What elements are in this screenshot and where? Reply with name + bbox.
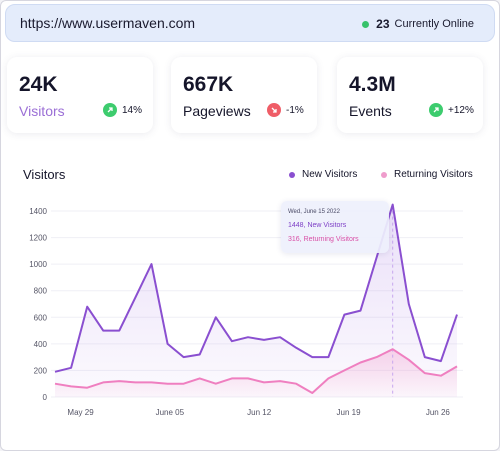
series-new-visitors-area [55, 204, 457, 397]
stat-change-value: -1% [286, 104, 304, 116]
y-tick-label: 0 [43, 393, 48, 402]
tooltip-returning-visitors: 316, Returning Visitors [288, 236, 359, 243]
stat-card-pageviews[interactable]: 667K Pageviews -1% [171, 57, 317, 133]
online-indicator: 23 Currently Online [362, 17, 474, 31]
online-label: Currently Online [394, 18, 474, 30]
y-tick-label: 1200 [29, 234, 47, 243]
visitors-line-chart[interactable]: 0 200 400 600 800 1000 1200 1400 May 29 June 05 J… [1, 191, 491, 431]
legend-label: New Visitors [302, 169, 358, 180]
url-bar[interactable]: https://www.usermaven.com 23 Currently O… [5, 4, 495, 42]
stat-change-value: +12% [448, 104, 474, 116]
stat-change: -1% [267, 103, 304, 117]
trend-down-icon [267, 103, 281, 117]
chart-areas [55, 204, 457, 397]
legend-item-returning-visitors[interactable]: Returning Visitors [381, 169, 473, 180]
tooltip-date: Wed, June 15 2022 [288, 209, 340, 215]
online-count: 23 [376, 17, 390, 31]
y-tick-label: 800 [34, 287, 48, 296]
series-new-visitors-line [54, 203, 458, 373]
stat-value: 667K [183, 73, 234, 96]
y-tick-label: 600 [34, 313, 48, 322]
online-dot-icon [362, 20, 370, 28]
y-tick-label: 1400 [29, 207, 47, 216]
x-axis: May 29 June 05 Jun 12 Jun 19 Jun 26 [67, 408, 450, 417]
tooltip-new-visitors: 1448, New Visitors [288, 222, 347, 229]
x-tick-label: May 29 [67, 408, 94, 417]
stat-label: Visitors [19, 103, 65, 119]
series-returning-visitors-line [54, 348, 458, 394]
x-tick-label: Jun 19 [337, 408, 362, 417]
legend-dot-icon [381, 171, 387, 178]
y-tick-label: 200 [34, 366, 48, 375]
stat-change: +12% [429, 103, 474, 117]
trend-up-icon [429, 103, 443, 117]
stat-label: Pageviews [183, 103, 251, 119]
x-tick-label: Jun 26 [426, 408, 451, 417]
y-tick-label: 400 [34, 340, 48, 349]
stat-value: 24K [19, 73, 58, 96]
stat-change: 14% [103, 103, 142, 117]
chart-title: Visitors [23, 167, 66, 182]
site-url[interactable]: https://www.usermaven.com [20, 15, 196, 31]
trend-up-icon [103, 103, 117, 117]
stat-card-events[interactable]: 4.3M Events +12% [337, 57, 483, 133]
stat-label: Events [349, 103, 392, 119]
x-tick-label: Jun 12 [247, 408, 272, 417]
legend-dot-icon [289, 171, 295, 178]
stat-change-value: 14% [122, 104, 143, 116]
chart-lines [54, 203, 458, 394]
stat-card-visitors[interactable]: 24K Visitors 14% [7, 57, 153, 133]
legend-label: Returning Visitors [394, 169, 473, 180]
legend-item-new-visitors[interactable]: New Visitors [289, 169, 357, 180]
chart-tooltip: Wed, June 15 2022 1448, New Visitors 316… [281, 201, 389, 253]
series-returning-visitors-area [55, 349, 457, 397]
stat-value: 4.3M [349, 73, 396, 96]
y-axis: 0 200 400 600 800 1000 1200 1400 [29, 207, 47, 402]
y-tick-label: 1000 [29, 260, 47, 269]
x-tick-label: June 05 [156, 408, 185, 417]
